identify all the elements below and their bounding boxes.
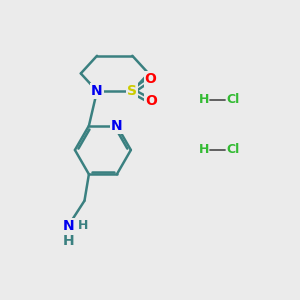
Text: N: N [91, 84, 103, 98]
Text: Cl: Cl [226, 143, 240, 157]
Text: H: H [199, 143, 210, 157]
Text: H: H [78, 219, 88, 232]
Text: Cl: Cl [226, 93, 240, 106]
Text: H: H [199, 93, 210, 106]
Text: O: O [145, 72, 157, 86]
Text: S: S [127, 84, 137, 98]
Text: N: N [62, 219, 74, 233]
Text: O: O [146, 94, 158, 108]
Text: N: N [111, 119, 123, 133]
Text: H: H [62, 234, 74, 248]
